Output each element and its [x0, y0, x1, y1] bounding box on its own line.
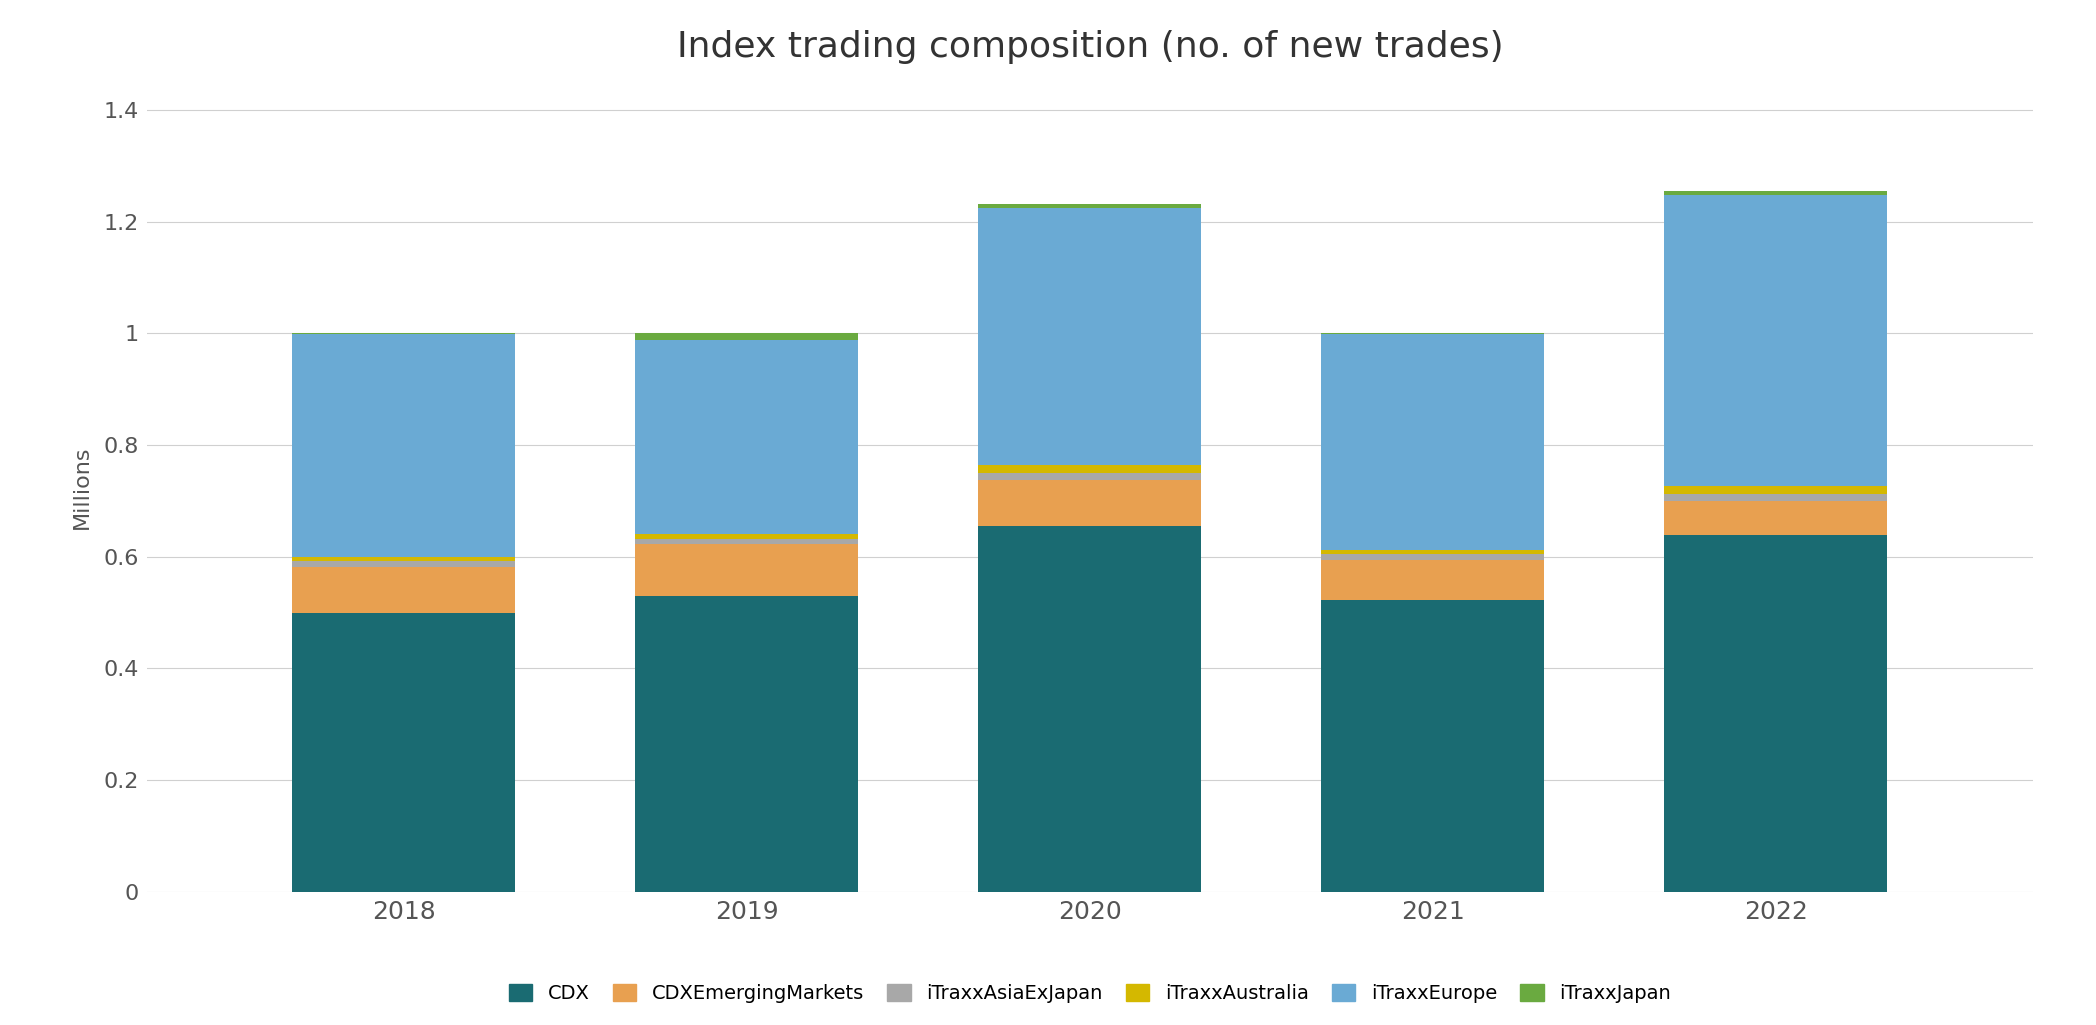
Bar [1664, 196, 1886, 486]
Bar [1664, 501, 1886, 535]
Bar [635, 340, 859, 534]
Bar [979, 204, 1201, 208]
Legend: CDX, CDXEmergingMarkets, iTraxxAsiaExJapan, iTraxxAustralia, iTraxxEurope, iTrax: CDX, CDXEmergingMarkets, iTraxxAsiaExJap… [499, 975, 1681, 1013]
Bar [1320, 560, 1545, 601]
Bar [979, 526, 1201, 892]
Bar [1664, 535, 1886, 892]
Bar [293, 334, 516, 557]
Bar [1320, 555, 1545, 560]
Bar [1320, 334, 1545, 550]
Bar [1664, 486, 1886, 494]
Bar [979, 480, 1201, 526]
Bar [635, 544, 859, 596]
Y-axis label: Millions: Millions [71, 445, 92, 529]
Bar [293, 333, 516, 334]
Bar [979, 208, 1201, 465]
Bar [1320, 550, 1545, 555]
Bar [979, 465, 1201, 474]
Bar [293, 567, 516, 613]
Bar [293, 561, 516, 567]
Bar [1664, 191, 1886, 196]
Title: Index trading composition (no. of new trades): Index trading composition (no. of new tr… [677, 30, 1503, 64]
Bar [635, 596, 859, 892]
Bar [1320, 333, 1545, 334]
Bar [635, 333, 859, 340]
Bar [979, 474, 1201, 480]
Bar [1320, 601, 1545, 892]
Bar [635, 534, 859, 539]
Bar [635, 539, 859, 544]
Bar [293, 557, 516, 561]
Bar [293, 613, 516, 892]
Bar [1664, 494, 1886, 501]
